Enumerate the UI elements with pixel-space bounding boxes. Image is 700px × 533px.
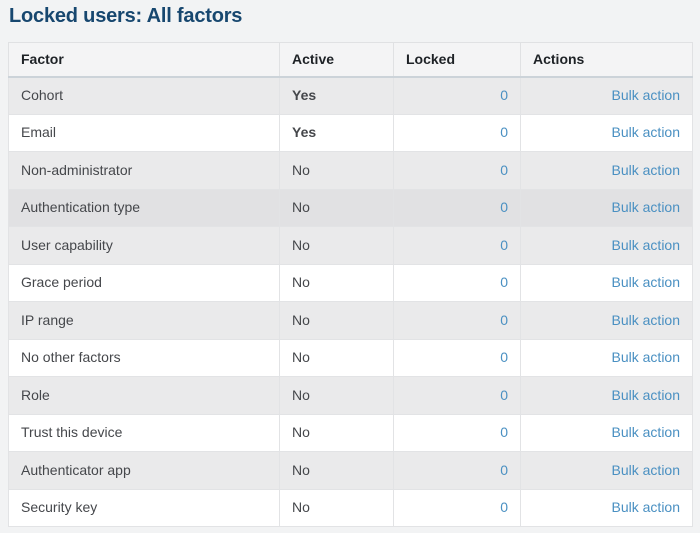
actions-cell: Bulk action [520,76,693,115]
locked-cell: 0 [393,226,521,265]
active-cell: No [279,338,394,377]
actions-cell: Bulk action [520,488,693,527]
actions-cell: Bulk action [520,188,693,227]
column-header-locked: Locked [393,42,521,78]
actions-cell: Bulk action [520,113,693,152]
factor-cell: IP range [8,301,280,340]
bulk-action-link[interactable]: Bulk action [611,236,680,253]
locked-cell: 0 [393,338,521,377]
page-title: Locked users: All factors [9,5,243,27]
active-cell: No [279,451,394,490]
active-cell: No [279,376,394,415]
locked-cell: 0 [393,301,521,340]
factors-table-body: Cohort Yes 0 Bulk action Email Yes 0 Bul… [8,76,693,527]
locked-cell: 0 [393,263,521,302]
table-row: Authentication type No 0 Bulk action [8,188,693,227]
locked-cell: 0 [393,76,521,115]
active-cell: No [279,151,394,190]
actions-cell: Bulk action [520,263,693,302]
locked-count-link[interactable]: 0 [500,499,508,516]
factor-cell: Trust this device [8,413,280,452]
locked-count-link[interactable]: 0 [500,124,508,141]
table-row: Trust this device No 0 Bulk action [8,413,693,452]
factors-table: Factor Active Locked Actions Cohort Yes … [8,42,693,527]
locked-count-link[interactable]: 0 [500,87,508,103]
locked-cell: 0 [393,151,521,190]
bulk-action-link[interactable]: Bulk action [611,461,680,478]
bulk-action-link[interactable]: Bulk action [611,199,680,216]
bulk-action-link[interactable]: Bulk action [611,499,680,516]
table-row: Security key No 0 Bulk action [8,488,693,527]
locked-count-link[interactable]: 0 [500,199,508,216]
active-cell: No [279,488,394,527]
active-cell: No [279,226,394,265]
factors-table-header: Factor Active Locked Actions [8,42,693,78]
table-row: Email Yes 0 Bulk action [8,113,693,152]
locked-count-link[interactable]: 0 [500,274,508,291]
factor-cell: Cohort [8,76,280,115]
bulk-action-link[interactable]: Bulk action [611,424,680,441]
table-row: No other factors No 0 Bulk action [8,338,693,377]
factor-cell: Authenticator app [8,451,280,490]
table-row: IP range No 0 Bulk action [8,301,693,340]
factor-cell: Security key [8,488,280,527]
factor-cell: User capability [8,226,280,265]
table-row: Role No 0 Bulk action [8,376,693,415]
locked-cell: 0 [393,413,521,452]
bulk-action-link[interactable]: Bulk action [611,274,680,291]
factor-cell: Authentication type [8,188,280,227]
column-header-active: Active [279,42,394,78]
active-cell: Yes [279,113,394,152]
active-cell: Yes [279,76,394,115]
bulk-action-link[interactable]: Bulk action [611,386,680,403]
factor-cell: No other factors [8,338,280,377]
table-row: Non-administrator No 0 Bulk action [8,151,693,190]
actions-cell: Bulk action [520,338,693,377]
actions-cell: Bulk action [520,376,693,415]
actions-cell: Bulk action [520,226,693,265]
locked-cell: 0 [393,376,521,415]
bulk-action-link[interactable]: Bulk action [611,161,680,178]
locked-count-link[interactable]: 0 [500,424,508,441]
active-cell: No [279,263,394,302]
locked-cell: 0 [393,113,521,152]
locked-count-link[interactable]: 0 [500,161,508,178]
locked-cell: 0 [393,188,521,227]
column-header-actions: Actions [520,42,693,78]
locked-count-link[interactable]: 0 [500,386,508,403]
factor-cell: Grace period [8,263,280,302]
actions-cell: Bulk action [520,451,693,490]
header-row: Factor Active Locked Actions [8,42,693,78]
active-cell: No [279,188,394,227]
active-cell: No [279,301,394,340]
active-cell: No [279,413,394,452]
column-header-factor: Factor [8,42,280,78]
locked-count-link[interactable]: 0 [500,349,508,366]
actions-cell: Bulk action [520,151,693,190]
locked-count-link[interactable]: 0 [500,236,508,253]
actions-cell: Bulk action [520,301,693,340]
factor-cell: Role [8,376,280,415]
locked-cell: 0 [393,451,521,490]
bulk-action-link[interactable]: Bulk action [611,311,680,328]
table-row: Authenticator app No 0 Bulk action [8,451,693,490]
table-row: Cohort Yes 0 Bulk action [8,76,693,115]
bulk-action-link[interactable]: Bulk action [611,349,680,366]
locked-cell: 0 [393,488,521,527]
factor-cell: Email [8,113,280,152]
locked-count-link[interactable]: 0 [500,311,508,328]
actions-cell: Bulk action [520,413,693,452]
table-row: Grace period No 0 Bulk action [8,263,693,302]
bulk-action-link[interactable]: Bulk action [611,124,680,141]
locked-count-link[interactable]: 0 [500,461,508,478]
table-row: User capability No 0 Bulk action [8,226,693,265]
bulk-action-link[interactable]: Bulk action [611,87,680,103]
factor-cell: Non-administrator [8,151,280,190]
